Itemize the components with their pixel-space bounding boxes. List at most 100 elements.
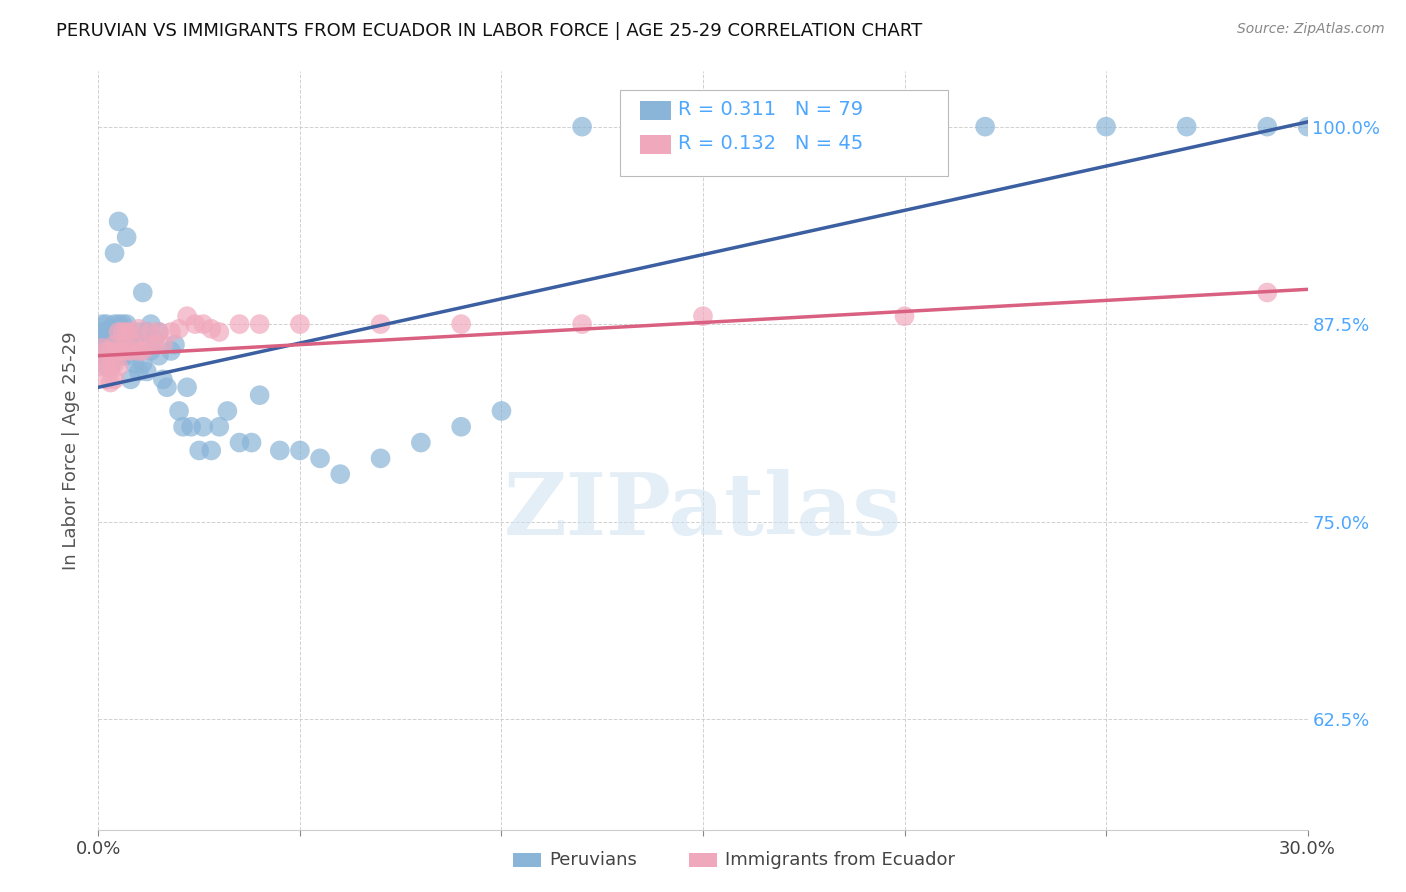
Point [107,325,129,339]
Point [733,120,755,134]
Point [172,419,194,434]
Point [115,230,138,244]
Point [91,317,114,331]
Point [107,359,129,374]
Text: R = 0.132   N = 45: R = 0.132 N = 45 [678,134,863,153]
Point [167,322,190,336]
Point [96,372,118,386]
Point [96,343,118,358]
Point [120,325,142,339]
Point [103,357,125,371]
Point [180,419,202,434]
Point [370,317,392,331]
Point [148,325,170,339]
Point [288,317,311,331]
Point [193,317,215,331]
Point [188,443,211,458]
Text: Source: ZipAtlas.com: Source: ZipAtlas.com [1237,22,1385,37]
Point [115,325,138,339]
Point [111,325,134,339]
Point [184,317,207,331]
Point [115,343,138,358]
Point [217,404,239,418]
Point [91,328,114,343]
Text: Immigrants from Ecuador: Immigrants from Ecuador [725,851,956,869]
Point [571,120,593,134]
Point [124,333,146,347]
Point [1256,120,1278,134]
Point [139,343,162,358]
Text: PERUVIAN VS IMMIGRANTS FROM ECUADOR IN LABOR FORCE | AGE 25-29 CORRELATION CHART: PERUVIAN VS IMMIGRANTS FROM ECUADOR IN L… [56,22,922,40]
Point [160,325,183,339]
Point [269,443,291,458]
Point [249,317,271,331]
Point [107,343,129,358]
Point [107,214,129,228]
Point [91,359,114,374]
Point [651,120,673,134]
Point [208,419,231,434]
Point [103,341,125,355]
Point [200,322,222,336]
Point [692,309,714,323]
Point [124,357,146,371]
Point [1256,285,1278,300]
Point [107,317,129,331]
Point [450,419,472,434]
Point [160,343,183,358]
Point [309,451,332,466]
Text: ZIPatlas: ZIPatlas [503,469,903,553]
Point [107,349,129,363]
Point [135,337,157,351]
Point [143,337,166,351]
Point [100,349,122,363]
Point [100,328,122,343]
Point [91,349,114,363]
Point [228,435,250,450]
Point [111,317,134,331]
Point [100,359,122,374]
Point [152,337,174,351]
Point [103,337,125,351]
Point [120,343,142,358]
Point [143,333,166,347]
Point [96,359,118,374]
Point [100,343,122,358]
Point [132,343,155,358]
Point [450,317,472,331]
Point [96,317,118,331]
Point [135,364,157,378]
Point [128,343,150,358]
Point [103,246,125,260]
Point [128,325,150,339]
Point [139,325,162,339]
Point [370,451,392,466]
Point [288,443,311,458]
Point [132,285,155,300]
Point [128,322,150,336]
Point [135,325,157,339]
Point [1095,120,1118,134]
Point [107,337,129,351]
Point [91,341,114,355]
Point [228,317,250,331]
Point [974,120,997,134]
Point [1296,120,1319,134]
Point [96,325,118,339]
Point [193,419,215,434]
Point [103,349,125,363]
Point [96,349,118,363]
Point [124,337,146,351]
Point [491,404,513,418]
Point [329,467,352,482]
Text: R = 0.311   N = 79: R = 0.311 N = 79 [678,100,863,120]
Point [240,435,263,450]
Point [96,341,118,355]
Point [91,341,114,355]
Point [1175,120,1198,134]
Point [100,376,122,390]
Point [176,309,198,323]
Point [120,325,142,339]
Y-axis label: In Labor Force | Age 25-29: In Labor Force | Age 25-29 [62,331,80,570]
Point [208,325,231,339]
